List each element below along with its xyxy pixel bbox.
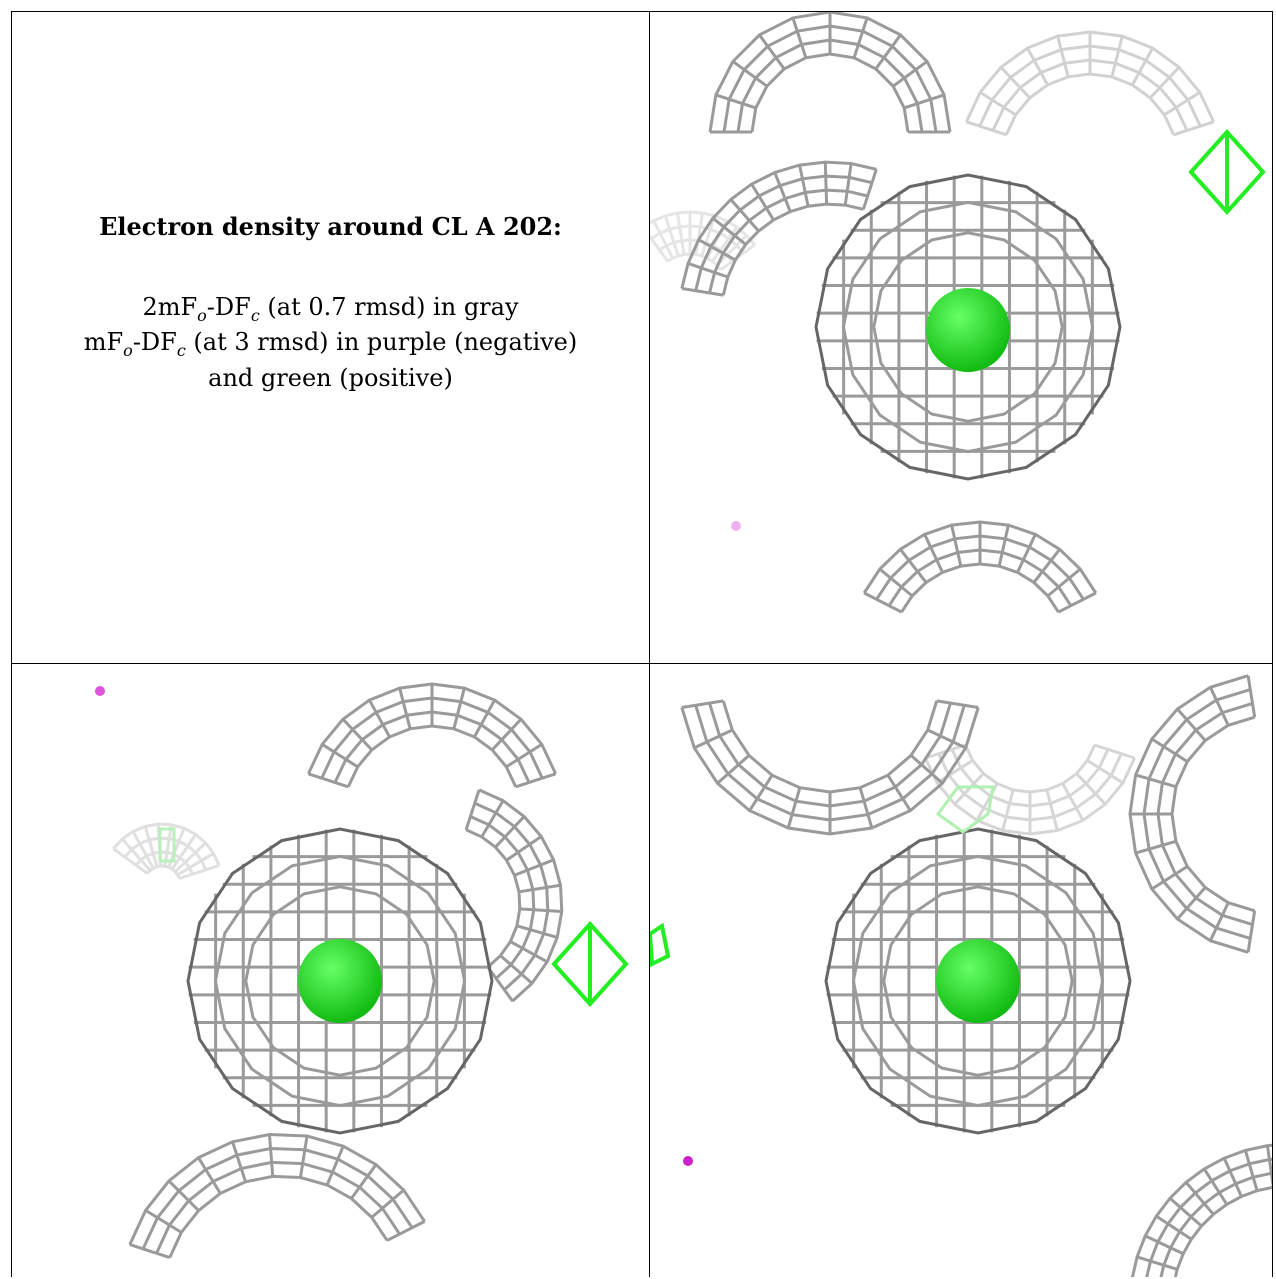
border-right — [1272, 11, 1273, 1277]
border-horizontal — [11, 663, 1273, 664]
lower-right-fragment — [1130, 1143, 1272, 1277]
right-density-fragment — [464, 788, 564, 1003]
lower-density-fragment — [128, 1132, 426, 1259]
view-top-right — [650, 12, 1272, 663]
left-density-fragment — [680, 160, 878, 297]
legend-line-2: mFo-DFc (at 3 rmsd) in purple (negative) — [83, 328, 578, 361]
lower-density-fragment — [862, 520, 1098, 614]
negative-density-blob — [95, 686, 105, 696]
border-top — [11, 11, 1273, 12]
upper-density-fragment — [708, 12, 952, 134]
view-bottom-left — [12, 664, 649, 1277]
figure-table: Electron density around CL A 202: 2mFo-D… — [11, 11, 1273, 1277]
chloride-atom — [936, 939, 1020, 1023]
border-middle — [649, 11, 650, 1277]
chloride-density-cage — [186, 827, 494, 1135]
upper-density-fragment — [307, 682, 557, 789]
positive-density-peak — [551, 921, 629, 1007]
faint-positive-peak — [935, 785, 995, 834]
upper-right-fragment — [965, 30, 1215, 137]
edge-positive-peak — [650, 922, 671, 968]
upper-density-fragment — [680, 699, 980, 836]
faint-left-fragment — [112, 822, 221, 880]
view-bottom-right — [650, 664, 1272, 1277]
right-density-fragment — [1128, 674, 1257, 954]
positive-density-peak — [1188, 129, 1266, 215]
legend-line-1: 2mFo-DFc (at 0.7 rmsd) in gray — [142, 293, 519, 325]
border-left — [11, 11, 12, 1277]
negative-density-blob — [731, 521, 741, 531]
faint-left-fragment — [650, 210, 756, 271]
density-render-bottom-left — [95, 682, 629, 1259]
density-render-top-right — [650, 12, 1266, 614]
chloride-atom — [926, 288, 1010, 372]
chloride-atom — [298, 939, 382, 1023]
caption-title: Electron density around CL A 202: — [99, 212, 562, 241]
negative-density-blob — [683, 1156, 693, 1166]
faint-positive-peak — [158, 827, 176, 863]
caption-cell: Electron density around CL A 202: 2mFo-D… — [12, 12, 649, 663]
legend-line-3: and green (positive) — [208, 363, 453, 392]
density-render-bottom-right — [650, 674, 1272, 1277]
caption-legend: 2mFo-DFc (at 0.7 rmsd) in gray mFo-DFc (… — [84, 291, 578, 394]
